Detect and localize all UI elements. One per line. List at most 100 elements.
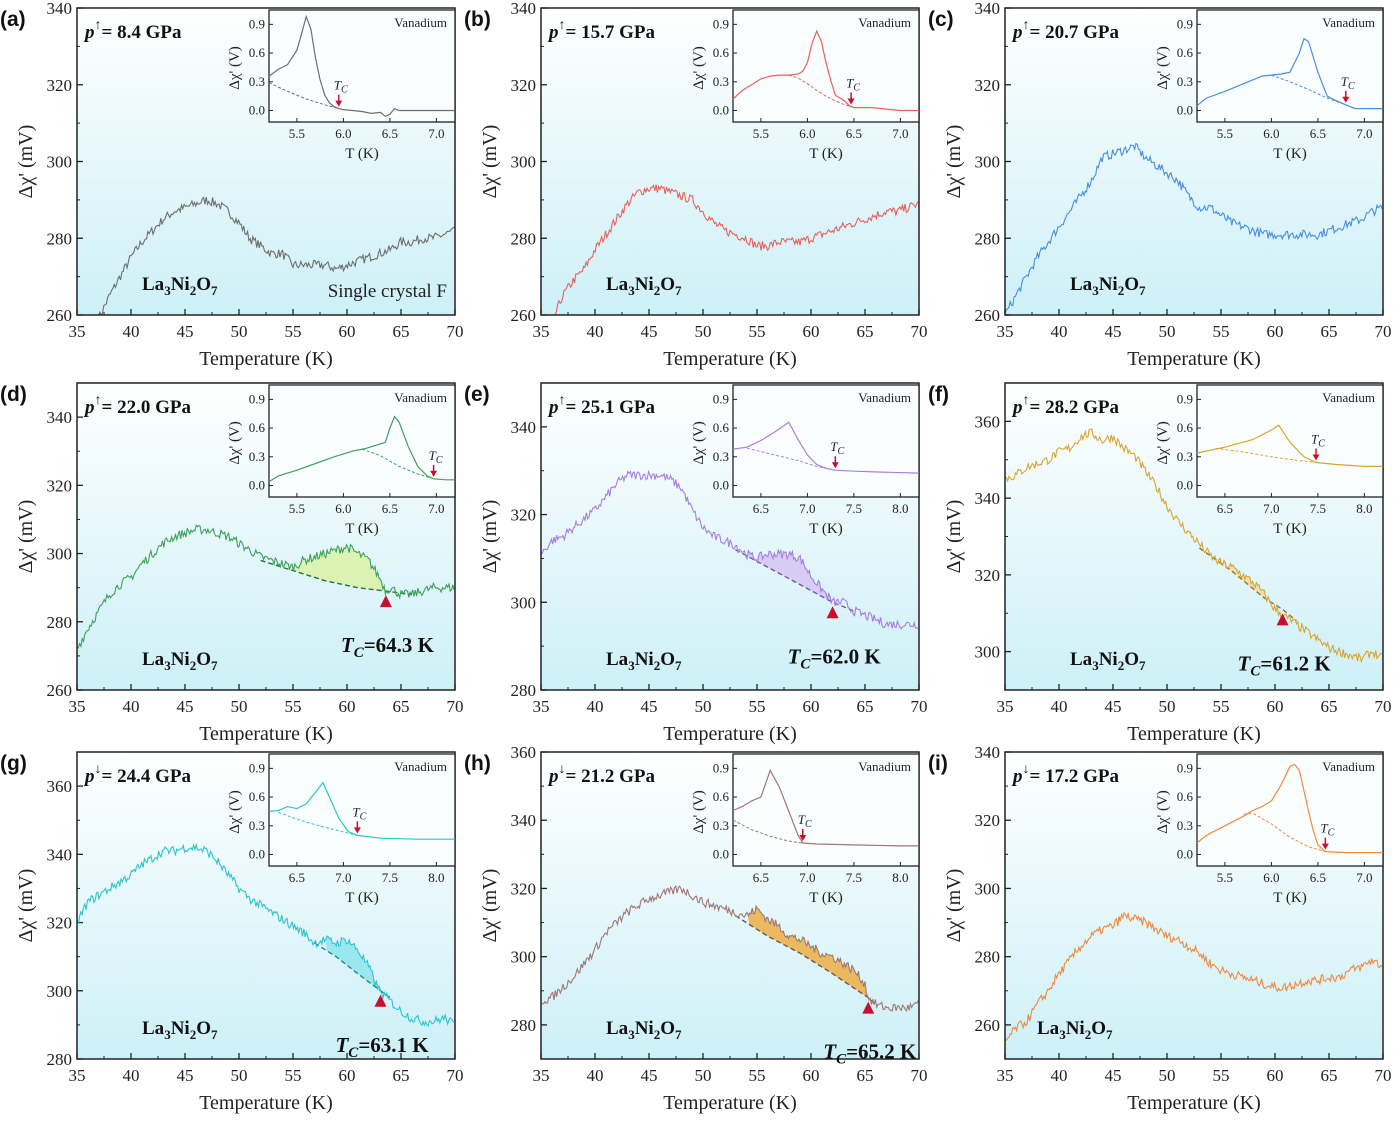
inset-vanadium: 0.0 0.3 0.6 0.9 6.5 7.0 7.5 8.0 T (K) Δχ' (V) Vana… <box>691 753 920 906</box>
tc-symbol: T <box>341 633 355 657</box>
inset-y-tick-label: 0.0 <box>1177 478 1193 493</box>
inset-data-line <box>1196 424 1383 467</box>
x-axis-label: Temperature (K) <box>663 348 797 370</box>
pressure-value: = 8.4 GPa <box>102 22 182 43</box>
inset-frame <box>268 9 456 123</box>
inset-y-tick-label: 0.6 <box>1177 45 1194 60</box>
inset-tc-subscript: C <box>360 811 367 822</box>
x-tick-label: 35 <box>69 1066 86 1085</box>
inset-frame <box>1196 753 1384 867</box>
plot-frame <box>1004 382 1384 691</box>
inset-tc-symbol: T <box>352 804 360 819</box>
inset-y-axis-label: Δχ' (V) <box>1155 46 1171 90</box>
pressure-label: p↑= 22.0 GPa <box>83 393 191 418</box>
y-tick-label: 300 <box>47 153 73 172</box>
formula-part: O <box>196 1018 211 1039</box>
data-series-line <box>1004 142 1383 316</box>
arrow-down-icon: ↓ <box>95 762 102 777</box>
inset-y-tick-label: 0.9 <box>713 760 729 775</box>
x-tick-label: 65 <box>857 1066 874 1085</box>
data-series-line <box>1004 911 1383 1041</box>
x-tick-label: 50 <box>1159 1066 1176 1085</box>
tc-value: =64.3 K <box>364 633 435 657</box>
inset-x-tick-label: 6.5 <box>1217 501 1233 516</box>
inset-frame <box>732 384 920 498</box>
formula-part: 7 <box>675 283 682 298</box>
pressure-symbol: p <box>547 766 559 787</box>
inset-tc-arrow-icon <box>353 827 361 834</box>
inset-data-line <box>732 768 919 847</box>
inset-frame <box>1196 9 1384 123</box>
formula-part: La <box>1070 649 1093 670</box>
inset-tc-arrow-icon <box>847 98 855 105</box>
inset-y-tick-label: 0.6 <box>249 45 266 60</box>
tc-value: =65.2 K <box>846 1040 917 1064</box>
data-series-line <box>554 184 919 316</box>
pressure-value: = 20.7 GPa <box>1030 22 1120 43</box>
inset-data-line <box>268 14 455 117</box>
formula-part: 7 <box>1139 658 1146 673</box>
x-tick-label: 45 <box>1105 322 1122 341</box>
panel-label: (b) <box>464 8 491 31</box>
x-tick-label: 35 <box>69 322 86 341</box>
inset-y-tick-label: 0.3 <box>249 449 265 464</box>
inset-background-dashed-line <box>1271 74 1346 106</box>
inset-x-tick-label: 7.5 <box>382 870 398 885</box>
inset-vanadium: 0.0 0.3 0.6 0.9 5.5 6.0 6.5 7.0 T (K) Δχ' (V) Vana… <box>227 384 456 537</box>
x-tick-label: 50 <box>695 697 712 716</box>
x-tick-label: 70 <box>1375 1066 1392 1085</box>
formula-part: 3 <box>1092 283 1099 298</box>
formula-part: 7 <box>211 658 218 673</box>
x-tick-label: 55 <box>1213 322 1230 341</box>
panel-f: (f) 300 320 340 360 35 40 45 50 55 60 65 70 Temperatu… <box>928 382 1392 745</box>
formula-part: O <box>1124 274 1139 295</box>
formula-part: La <box>142 274 165 295</box>
y-tick-label: 300 <box>975 153 1001 172</box>
x-tick-label: 55 <box>285 697 302 716</box>
y-tick-label: 360 <box>511 743 537 762</box>
inset-sample-label: Vanadium <box>1322 15 1375 30</box>
sample-formula: La3Ni2O7 <box>142 649 218 673</box>
x-tick-label: 35 <box>997 697 1014 716</box>
inset-tc-subscript: C <box>1328 828 1335 839</box>
x-tick-label: 70 <box>447 1066 464 1085</box>
x-tick-label: 35 <box>533 1066 550 1085</box>
x-axis-label: Temperature (K) <box>199 348 333 370</box>
y-tick-label: 280 <box>975 229 1001 248</box>
formula-part: 7 <box>675 658 682 673</box>
inset-tc-label: TC <box>798 812 812 830</box>
tc-subscript: C <box>836 1052 847 1068</box>
arrow-up-icon: ↑ <box>1023 18 1030 33</box>
y-tick-label: 320 <box>47 914 73 933</box>
y-axis-label: Δχ' (mV) <box>15 500 37 574</box>
inset-sample-label: Vanadium <box>858 15 911 30</box>
pressure-symbol: p <box>1011 22 1023 43</box>
y-tick-label: 320 <box>975 811 1001 830</box>
x-tick-label: 70 <box>1375 697 1392 716</box>
x-tick-label: 55 <box>285 1066 302 1085</box>
pressure-symbol: p <box>547 397 559 418</box>
inset-x-tick-label: 6.5 <box>753 501 769 516</box>
inset-x-tick-label: 6.5 <box>382 126 398 141</box>
inset-data-line <box>732 29 919 112</box>
plot-frame <box>540 382 920 691</box>
y-tick-label: 280 <box>511 681 537 700</box>
y-tick-label: 360 <box>47 777 73 796</box>
inset-background-dashed-line <box>278 811 358 836</box>
inset-y-tick-label: 0.0 <box>249 103 265 118</box>
inset-tc-symbol: T <box>1320 821 1328 836</box>
x-axis-label: Temperature (K) <box>663 723 797 745</box>
inset-x-tick-label: 7.5 <box>1310 501 1326 516</box>
inset-tc-symbol: T <box>798 812 806 827</box>
y-tick-label: 320 <box>47 76 73 95</box>
y-tick-label: 260 <box>47 306 73 325</box>
formula-part: 3 <box>628 283 635 298</box>
x-tick-label: 50 <box>695 322 712 341</box>
y-tick-label: 280 <box>47 1050 73 1069</box>
inset-x-tick-label: 7.0 <box>1356 870 1372 885</box>
y-tick-label: 280 <box>47 613 73 632</box>
inset-x-tick-label: 7.0 <box>1356 126 1372 141</box>
inset-tc-symbol: T <box>1311 432 1319 447</box>
formula-part: 7 <box>1106 1027 1113 1042</box>
formula-part: Ni <box>635 274 654 295</box>
